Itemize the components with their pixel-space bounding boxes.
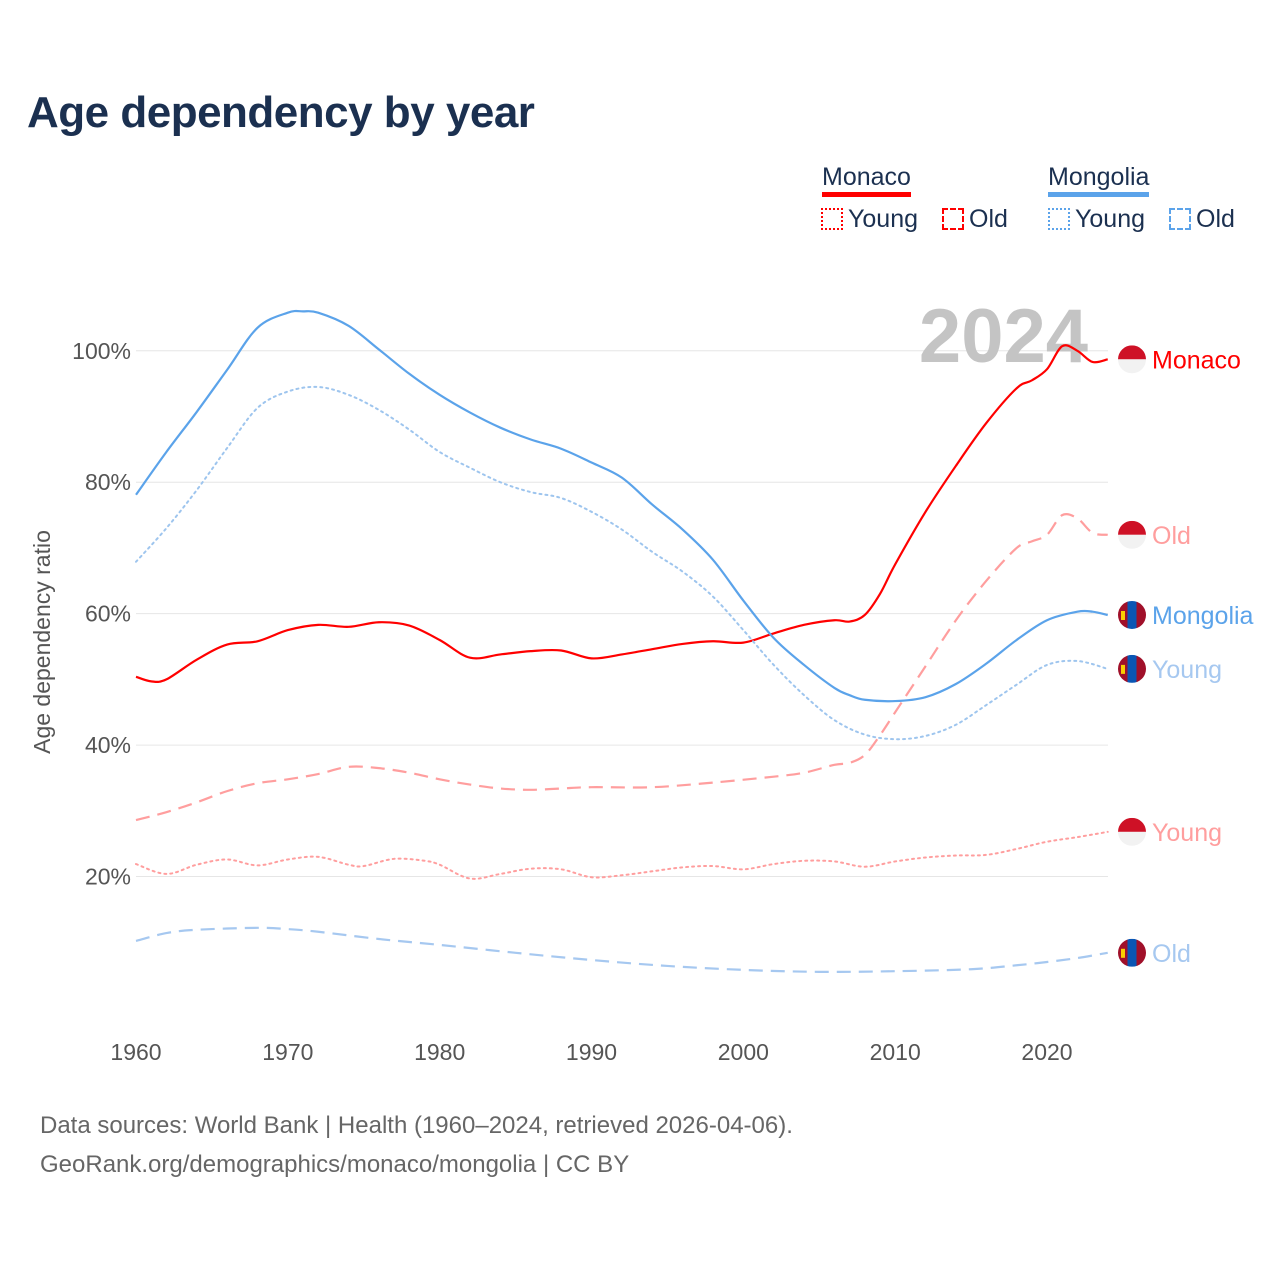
series-end-label: Old	[1152, 522, 1191, 550]
y-tick-label: 100%	[72, 338, 131, 364]
legend-monaco-old[interactable]: Old	[942, 205, 1008, 234]
y-tick-label: 20%	[85, 864, 131, 890]
series-end-label: Old	[1152, 940, 1191, 968]
series-end-label: Mongolia	[1152, 602, 1254, 630]
source-link[interactable]: GeoRank.org/demographics/monaco/mongolia…	[40, 1151, 630, 1178]
legend-country-label: Monaco	[822, 163, 911, 197]
year-watermark: 2024	[919, 294, 1088, 379]
legend-mongolia-young[interactable]: Young	[1048, 205, 1145, 234]
legend-monaco-young[interactable]: Young	[821, 205, 918, 234]
chart-title: Age dependency by year	[27, 88, 535, 137]
x-tick-label: 1990	[566, 1039, 617, 1065]
legend-mongolia-old[interactable]: Old	[1169, 205, 1235, 234]
y-axis-label: Age dependency ratio	[29, 530, 55, 754]
series-end-label: Young	[1152, 656, 1222, 684]
legend-monaco[interactable]: Monaco	[822, 163, 911, 197]
x-tick-label: 2000	[718, 1039, 769, 1065]
legend-label: Young	[848, 205, 918, 233]
series-line-monaco-young	[135, 830, 1109, 880]
y-tick-label: 60%	[85, 601, 131, 627]
legend-country-label: Mongolia	[1048, 163, 1150, 197]
dotted-swatch-icon	[821, 208, 843, 230]
legend-label: Young	[1075, 205, 1145, 233]
series-line-mongolia-young	[135, 385, 1109, 741]
dotted-swatch-icon	[1048, 208, 1070, 230]
x-tick-label: 2020	[1021, 1039, 1072, 1065]
legend-label: Old	[969, 205, 1008, 233]
x-tick-label: 1980	[414, 1039, 465, 1065]
y-tick-label: 80%	[85, 469, 131, 495]
series-line-monaco	[135, 344, 1108, 684]
dashed-swatch-icon	[942, 208, 964, 230]
series-end-label: Monaco	[1152, 346, 1241, 374]
mongolia-flag-icon	[1118, 938, 1146, 967]
monaco-flag-icon	[1118, 345, 1146, 374]
source-line-1: Data sources: World Bank | Health (1960–…	[40, 1112, 793, 1139]
series-end-label: Young	[1152, 819, 1222, 847]
series-line-mongolia-old	[135, 926, 1108, 974]
mongolia-flag-icon	[1118, 600, 1146, 629]
x-tick-label: 1960	[110, 1039, 161, 1065]
monaco-flag-icon	[1118, 520, 1146, 549]
legend-label: Old	[1196, 205, 1235, 233]
series-line-mongolia	[135, 309, 1108, 703]
series-line-monaco-old	[135, 512, 1108, 822]
x-tick-label: 1970	[262, 1039, 313, 1065]
mongolia-flag-icon	[1118, 654, 1146, 683]
x-tick-label: 2010	[870, 1039, 921, 1065]
y-tick-label: 40%	[85, 732, 131, 758]
legend-mongolia[interactable]: Mongolia	[1048, 163, 1150, 197]
source-note: Data sources: World Bank | Health (1960–…	[40, 1106, 793, 1184]
monaco-flag-icon	[1118, 817, 1146, 846]
dashed-swatch-icon	[1169, 208, 1191, 230]
